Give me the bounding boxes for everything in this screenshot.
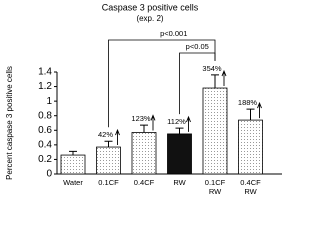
x-tick-label: RW	[173, 178, 186, 187]
bar	[131, 132, 157, 175]
x-tick-label: 0.4CF	[134, 178, 155, 187]
y-tick-label: 0	[46, 169, 52, 180]
y-tick-label: 1	[46, 96, 52, 107]
y-tick-label: 0.2	[38, 154, 52, 165]
bracket	[108, 39, 216, 128]
bar	[96, 146, 121, 175]
y-axis-label: Percent caspase 3 positive cells	[5, 66, 14, 180]
x-tick-label: Water	[63, 178, 83, 187]
bar-label: 188%	[238, 98, 258, 107]
x-tick-label: 0.4CF RW	[240, 178, 261, 196]
error-bar	[140, 124, 148, 133]
error-bar	[175, 127, 184, 134]
bar	[167, 133, 192, 175]
bar-label: 112%	[167, 117, 186, 126]
bracket	[179, 52, 216, 115]
error-bar	[246, 108, 255, 121]
y-tick-label: 0.4	[38, 139, 52, 150]
arrow	[257, 101, 262, 119]
bar	[238, 119, 263, 175]
arrow	[186, 115, 191, 132]
y-tick-label: 0.8	[38, 110, 52, 121]
bracket-label: p<0.001	[160, 29, 187, 38]
chart: Caspase 3 positive cells (exp. 2) Percen…	[5, 2, 282, 196]
error-bar	[69, 150, 77, 156]
bar-label: 123%	[131, 114, 151, 123]
bar	[60, 154, 86, 175]
y-tick-label: 0.6	[38, 125, 52, 136]
bracket-label: p<0.05	[186, 42, 209, 51]
y-tick-label: 1.2	[38, 81, 52, 92]
y-tick-label: 1.4	[38, 67, 52, 78]
x-tick-label: 0.1CF RW	[205, 178, 226, 196]
bar-label: 42%	[98, 130, 113, 139]
arrow	[221, 69, 227, 87]
bar-label: 354%	[202, 64, 222, 73]
error-bar	[104, 140, 113, 148]
x-tick-label: 0.1CF	[98, 178, 119, 187]
arrow	[115, 128, 120, 146]
bar	[202, 87, 228, 175]
error-bar	[211, 74, 219, 89]
arrow	[150, 114, 156, 131]
chart-title: Caspase 3 positive cells	[102, 2, 199, 12]
chart-subtitle: (exp. 2)	[136, 14, 163, 23]
